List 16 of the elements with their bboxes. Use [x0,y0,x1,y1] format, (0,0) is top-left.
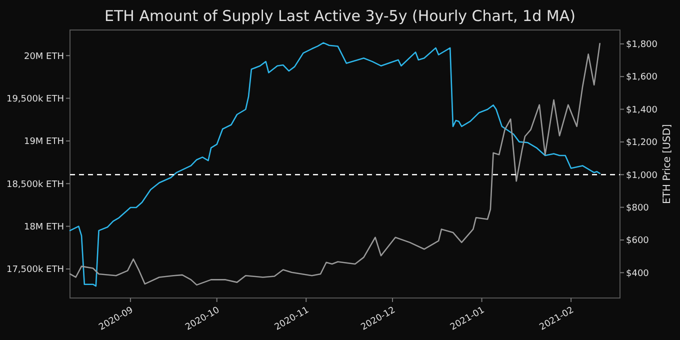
y-tick-label: 19,500k ETH [6,94,64,104]
y2-tick-label: $1,600 [626,72,658,83]
y2-axis-title: ETH Price [USD] [662,124,673,204]
chart-title: ETH Amount of Supply Last Active 3y-5y (Hourly Chart, 1d MA) [104,7,576,25]
y-tick-label: 20M ETH [24,52,64,62]
y-tick-label: 18M ETH [24,222,64,232]
y2-tick-label: $600 [626,236,650,246]
y-tick-label: 18,500k ETH [6,180,64,190]
y-tick-label: 19M ETH [24,137,64,148]
y2-tick-label: $1,000 [626,170,658,181]
y-tick-label: 17,500k ETH [6,265,64,276]
y2-tick-label: $1,800 [626,40,658,50]
y2-tick-label: $1,200 [626,138,658,148]
y2-tick-label: $800 [626,203,650,214]
y2-tick-label: $400 [626,268,650,279]
y2-tick-label: $1,400 [626,105,658,116]
